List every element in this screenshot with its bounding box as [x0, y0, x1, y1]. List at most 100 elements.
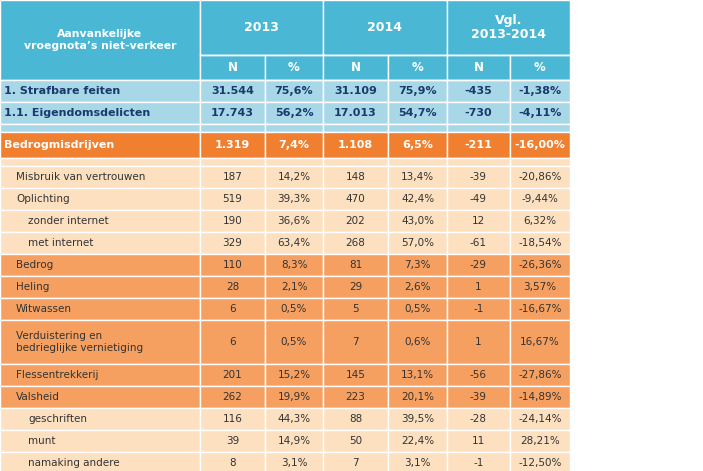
- Bar: [323, 166, 388, 188]
- Bar: [510, 158, 570, 166]
- Bar: [447, 166, 510, 188]
- Text: -27,86%: -27,86%: [518, 370, 562, 380]
- Bar: [0, 254, 200, 276]
- Bar: [447, 188, 510, 210]
- Text: 110: 110: [223, 260, 243, 270]
- Bar: [323, 254, 388, 276]
- Bar: [388, 55, 447, 80]
- Text: 7,3%: 7,3%: [404, 260, 431, 270]
- Bar: [0, 210, 200, 232]
- Text: -20,86%: -20,86%: [518, 172, 562, 182]
- Bar: [200, 102, 265, 124]
- Bar: [265, 386, 323, 408]
- Text: 75,6%: 75,6%: [275, 86, 314, 96]
- Text: 81: 81: [349, 260, 362, 270]
- Bar: [0, 132, 200, 158]
- Bar: [510, 386, 570, 408]
- Bar: [265, 55, 323, 80]
- Bar: [510, 80, 570, 102]
- Bar: [0, 158, 200, 166]
- Bar: [0, 430, 200, 452]
- Bar: [323, 364, 388, 386]
- Text: 0,5%: 0,5%: [404, 304, 431, 314]
- Bar: [323, 0, 447, 55]
- Bar: [0, 124, 200, 132]
- Text: 57,0%: 57,0%: [401, 238, 434, 248]
- Text: %: %: [534, 61, 546, 74]
- Text: -211: -211: [465, 140, 492, 150]
- Text: 6,32%: 6,32%: [524, 216, 557, 226]
- Bar: [265, 102, 323, 124]
- Bar: [200, 232, 265, 254]
- Bar: [510, 188, 570, 210]
- Text: 201: 201: [223, 370, 243, 380]
- Bar: [265, 158, 323, 166]
- Bar: [0, 408, 200, 430]
- Bar: [323, 232, 388, 254]
- Bar: [447, 298, 510, 320]
- Text: zonder internet: zonder internet: [28, 216, 109, 226]
- Bar: [200, 0, 323, 55]
- Bar: [0, 452, 200, 471]
- Bar: [265, 254, 323, 276]
- Bar: [323, 188, 388, 210]
- Text: 190: 190: [223, 216, 243, 226]
- Bar: [510, 430, 570, 452]
- Text: -16,67%: -16,67%: [518, 304, 562, 314]
- Text: -39: -39: [470, 392, 487, 402]
- Bar: [0, 386, 200, 408]
- Bar: [447, 0, 570, 55]
- Bar: [388, 364, 447, 386]
- Bar: [447, 55, 510, 80]
- Text: 7: 7: [352, 337, 359, 347]
- Text: 50: 50: [349, 436, 362, 446]
- Text: 16,67%: 16,67%: [520, 337, 560, 347]
- Bar: [388, 132, 447, 158]
- Text: 116: 116: [223, 414, 243, 424]
- Text: 15,2%: 15,2%: [278, 370, 311, 380]
- Text: -24,14%: -24,14%: [518, 414, 562, 424]
- Bar: [510, 254, 570, 276]
- Text: 1: 1: [475, 337, 482, 347]
- Text: -1: -1: [473, 458, 484, 468]
- Text: 0,5%: 0,5%: [280, 304, 307, 314]
- Bar: [200, 430, 265, 452]
- Text: Verduistering en
bedrieglijke vernietiging: Verduistering en bedrieglijke vernietigi…: [16, 332, 143, 353]
- Text: 12: 12: [472, 216, 485, 226]
- Bar: [510, 132, 570, 158]
- Text: 519: 519: [223, 194, 243, 204]
- Bar: [388, 254, 447, 276]
- Text: 42,4%: 42,4%: [401, 194, 434, 204]
- Text: 1: 1: [475, 282, 482, 292]
- Bar: [265, 408, 323, 430]
- Bar: [323, 408, 388, 430]
- Text: 39,5%: 39,5%: [401, 414, 434, 424]
- Text: 13,1%: 13,1%: [401, 370, 434, 380]
- Bar: [265, 430, 323, 452]
- Bar: [510, 102, 570, 124]
- Text: namaking andere: namaking andere: [28, 458, 120, 468]
- Text: 28,21%: 28,21%: [520, 436, 560, 446]
- Text: -28: -28: [470, 414, 487, 424]
- Bar: [510, 320, 570, 364]
- Bar: [0, 80, 200, 102]
- Bar: [200, 210, 265, 232]
- Text: -9,44%: -9,44%: [522, 194, 558, 204]
- Bar: [200, 55, 265, 80]
- Text: -29: -29: [470, 260, 487, 270]
- Bar: [265, 80, 323, 102]
- Bar: [265, 364, 323, 386]
- Bar: [447, 430, 510, 452]
- Text: 329: 329: [223, 238, 243, 248]
- Text: 17.743: 17.743: [211, 108, 254, 118]
- Bar: [200, 452, 265, 471]
- Text: 54,7%: 54,7%: [398, 108, 437, 118]
- Text: -14,89%: -14,89%: [518, 392, 562, 402]
- Text: 29: 29: [349, 282, 362, 292]
- Bar: [510, 232, 570, 254]
- Bar: [510, 124, 570, 132]
- Bar: [510, 166, 570, 188]
- Bar: [388, 80, 447, 102]
- Bar: [447, 102, 510, 124]
- Bar: [323, 430, 388, 452]
